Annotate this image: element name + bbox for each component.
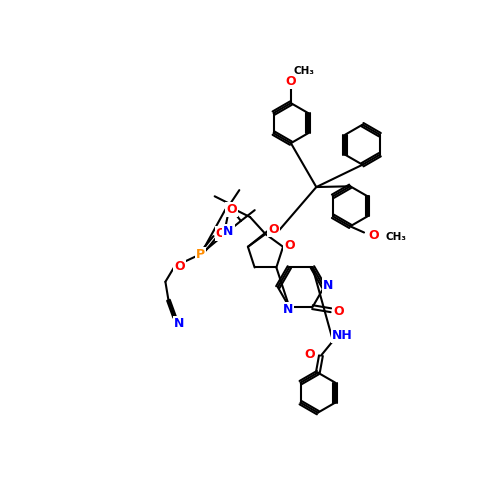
Text: N: N (174, 317, 184, 330)
Text: O: O (268, 224, 278, 236)
Text: N: N (282, 303, 293, 316)
Text: O: O (284, 238, 294, 252)
Text: P: P (196, 248, 205, 260)
Text: N: N (322, 279, 333, 292)
Text: O: O (216, 227, 226, 240)
Text: CH₃: CH₃ (294, 66, 315, 76)
Text: N: N (224, 225, 234, 238)
Text: O: O (305, 348, 316, 360)
Text: O: O (368, 229, 378, 242)
Text: CH₃: CH₃ (386, 232, 406, 242)
Text: O: O (174, 260, 184, 273)
Text: O: O (226, 203, 237, 216)
Text: O: O (286, 75, 296, 88)
Text: O: O (334, 306, 344, 318)
Text: NH: NH (332, 329, 353, 342)
